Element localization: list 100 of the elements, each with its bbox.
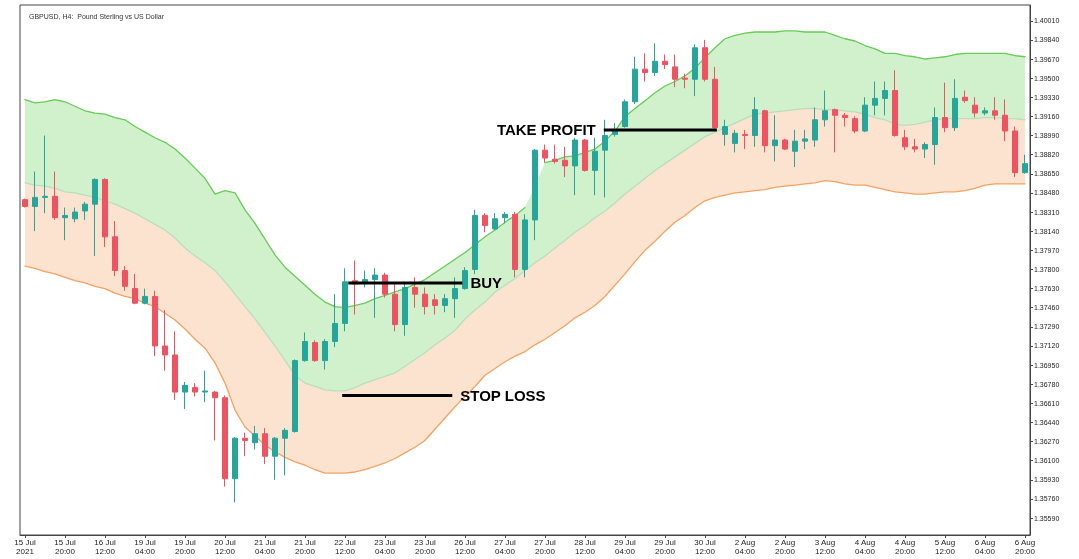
candlestick [372, 267, 378, 319]
candlestick [262, 427, 268, 465]
candlestick [982, 106, 988, 116]
candlestick [412, 276, 418, 309]
candlestick [212, 390, 218, 441]
x-tick-label: 30 Jul 12:00 [694, 538, 716, 556]
candlestick [622, 99, 628, 129]
candlestick [822, 90, 828, 128]
candlestick [292, 358, 298, 434]
candlestick [202, 370, 208, 403]
candlestick [632, 56, 638, 105]
candlestick [282, 427, 288, 476]
candlestick [342, 267, 348, 332]
x-tick-label: 23 Jul 04:00 [374, 538, 396, 556]
x-tick-label: 15 Jul 20:00 [54, 538, 76, 556]
candlestick [72, 207, 78, 223]
candlestick [522, 213, 528, 278]
candlestick [552, 144, 558, 165]
candlestick [682, 73, 688, 89]
x-tick-label: 26 Jul 12:00 [454, 538, 476, 556]
candlestick [332, 293, 338, 348]
candlestick [302, 331, 308, 363]
x-tick-label: 21 Jul 04:00 [254, 538, 276, 556]
candlestick [112, 220, 118, 277]
candlestick [972, 96, 978, 119]
candlestick [582, 138, 588, 173]
candlestick [992, 96, 998, 121]
candlestick [792, 129, 798, 168]
candlestick [122, 265, 128, 292]
x-tick-label: 19 Jul 20:00 [174, 538, 196, 556]
x-tick-label: 28 Jul 12:00 [574, 538, 596, 556]
candlestick [162, 309, 168, 372]
x-tick-label: 29 Jul 20:00 [654, 538, 676, 556]
candlestick [102, 177, 108, 248]
x-tick-label: 20 Jul 12:00 [214, 538, 236, 556]
candlestick [182, 381, 188, 410]
candlestick [852, 115, 858, 134]
x-tick-label: 2 Aug 04:00 [734, 538, 756, 556]
candlestick [812, 106, 818, 148]
candlestick [432, 293, 438, 315]
x-tick-label: 27 Jul 04:00 [494, 538, 516, 556]
candlestick [962, 90, 968, 104]
candlestick [192, 382, 198, 398]
candlestick [572, 137, 578, 196]
ref-line-label: TAKE PROFIT [496, 121, 596, 139]
candlestick [242, 432, 248, 457]
candlestick [492, 212, 498, 231]
candlestick [712, 66, 718, 130]
candlestick [502, 211, 508, 224]
x-tick-label: 3 Aug 12:00 [814, 538, 836, 556]
candlestick [1012, 126, 1018, 178]
candlestick [782, 138, 788, 151]
candlestick [912, 138, 918, 153]
candlestick [692, 43, 698, 97]
x-tick-label: 29 Jul 04:00 [614, 538, 636, 556]
candlestick [462, 266, 468, 291]
candlestick [892, 69, 898, 138]
x-tick-label: 21 Jul 20:00 [294, 538, 316, 556]
candlestick [132, 273, 138, 305]
x-tick-label: 4 Aug 20:00 [894, 538, 916, 556]
candlestick [702, 39, 708, 83]
candlestick [82, 201, 88, 221]
candlestick [22, 198, 28, 209]
ref-line-label: BUY [470, 274, 503, 292]
candlestick [542, 144, 548, 164]
candlestick [482, 212, 488, 233]
candlestick [392, 283, 398, 332]
line-series [24, 179, 1026, 474]
candlestick [472, 209, 478, 275]
ref-line-label: STOP LOSS [460, 386, 546, 404]
x-tick-label: 4 Aug 04:00 [854, 538, 876, 556]
candlestick [672, 54, 678, 88]
x-tick-label: 5 Aug 12:00 [934, 538, 956, 556]
x-tick-label: 2 Aug 20:00 [774, 538, 796, 556]
candlestick [442, 293, 448, 313]
candlestick [642, 52, 648, 83]
candlestick [742, 129, 748, 150]
candlestick [312, 339, 318, 363]
x-tick-label: 6 Aug 20:00 [1014, 538, 1036, 556]
candlestick [422, 286, 428, 315]
candlestick [52, 171, 58, 221]
candlestick [732, 129, 738, 153]
candlestick [152, 290, 158, 357]
candlestick [882, 81, 888, 116]
candlestick [272, 436, 278, 481]
x-tick-label: 27 Jul 20:00 [534, 538, 556, 556]
x-tick-label: 23 Jul 20:00 [414, 538, 436, 556]
candlestick [42, 135, 48, 214]
candlestick [232, 436, 238, 503]
candlestick [562, 146, 568, 178]
candlestick [652, 42, 658, 77]
candlestick [142, 288, 148, 305]
candlestick [602, 119, 608, 198]
candlestick [662, 54, 668, 70]
x-tick-label: 19 Jul 04:00 [134, 538, 156, 556]
x-tick-label: 6 Aug 04:00 [974, 538, 996, 556]
candlestick [902, 129, 908, 151]
candlestick [592, 137, 598, 196]
candlestick [532, 148, 538, 241]
candlestick [832, 108, 838, 153]
